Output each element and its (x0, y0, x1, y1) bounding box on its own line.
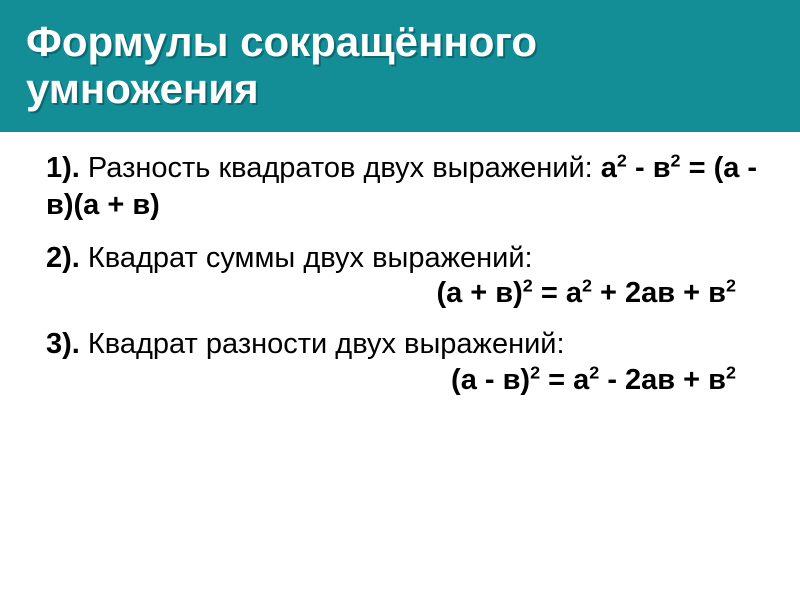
item-description: Разность квадратов двух выражений: (80, 152, 601, 184)
slide: Формулы сокращённого умножения 1). Разно… (0, 0, 800, 600)
slide-title: Формулы сокращённого умножения (26, 18, 774, 112)
item-number: 2). (46, 242, 80, 274)
list-item: 3). Квадрат разности двух выражений: (а … (46, 326, 760, 396)
item-description: Квадрат разности двух выражений: (80, 328, 565, 360)
item-text: 1). Разность квадратов двух выражений: а… (46, 150, 760, 224)
item-text: 2). Квадрат суммы двух выражений: (46, 240, 760, 277)
formula-line: (а - в)2 = а2 - 2ав + в2 (46, 364, 760, 397)
item-description: Квадрат суммы двух выражений: (80, 242, 533, 274)
item-number: 1). (46, 152, 80, 184)
formula-line: (а + в)2 = а2 + 2ав + в2 (46, 277, 760, 310)
item-number: 3). (46, 328, 80, 360)
list-item: 1). Разность квадратов двух выражений: а… (46, 150, 760, 224)
title-bar: Формулы сокращённого умножения (0, 0, 800, 132)
slide-body: 1). Разность квадратов двух выражений: а… (0, 132, 800, 432)
list-item: 2). Квадрат суммы двух выражений: (а + в… (46, 240, 760, 310)
item-text: 3). Квадрат разности двух выражений: (46, 326, 760, 363)
title-line-1: Формулы сокращённого (26, 18, 537, 65)
title-line-2: умножения (26, 65, 259, 112)
